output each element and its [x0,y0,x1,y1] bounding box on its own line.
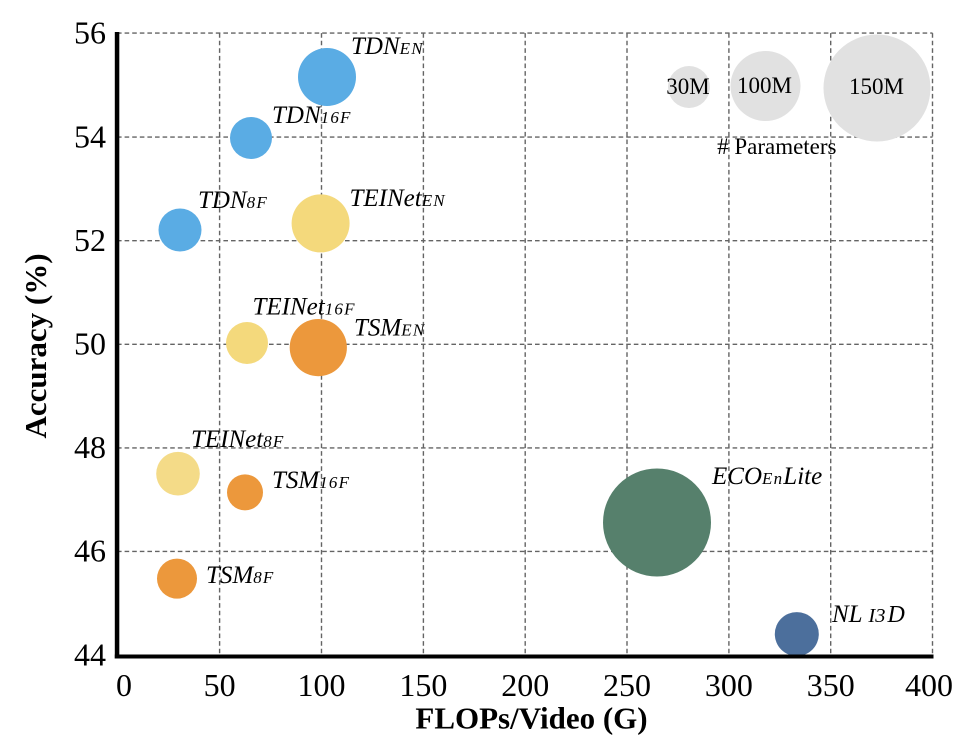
svg-text:# Parameters: # Parameters [717,134,836,159]
svg-text:0: 0 [116,667,132,703]
svg-text:ECOEnLite: ECOEnLite [711,463,822,490]
svg-text:48: 48 [74,429,106,465]
svg-text:250: 250 [603,667,651,703]
svg-text:52: 52 [74,222,106,258]
svg-text:54: 54 [74,119,106,155]
svg-text:100M: 100M [737,73,792,98]
svg-text:Accuracy (%): Accuracy (%) [18,253,53,438]
svg-text:50: 50 [204,667,236,703]
svg-text:300: 300 [705,667,753,703]
svg-text:NL I3D: NL I3D [831,601,905,628]
svg-text:150: 150 [399,667,447,703]
svg-text:350: 350 [807,667,855,703]
svg-text:46: 46 [74,533,106,569]
svg-text:100: 100 [298,667,346,703]
svg-text:30M: 30M [666,74,709,99]
svg-text:200: 200 [501,667,549,703]
svg-text:56: 56 [74,15,106,51]
svg-text:44: 44 [74,637,106,673]
svg-text:FLOPs/Video (G): FLOPs/Video (G) [415,701,647,736]
svg-text:150M: 150M [849,74,904,99]
svg-text:50: 50 [74,326,106,362]
svg-text:400: 400 [905,667,953,703]
